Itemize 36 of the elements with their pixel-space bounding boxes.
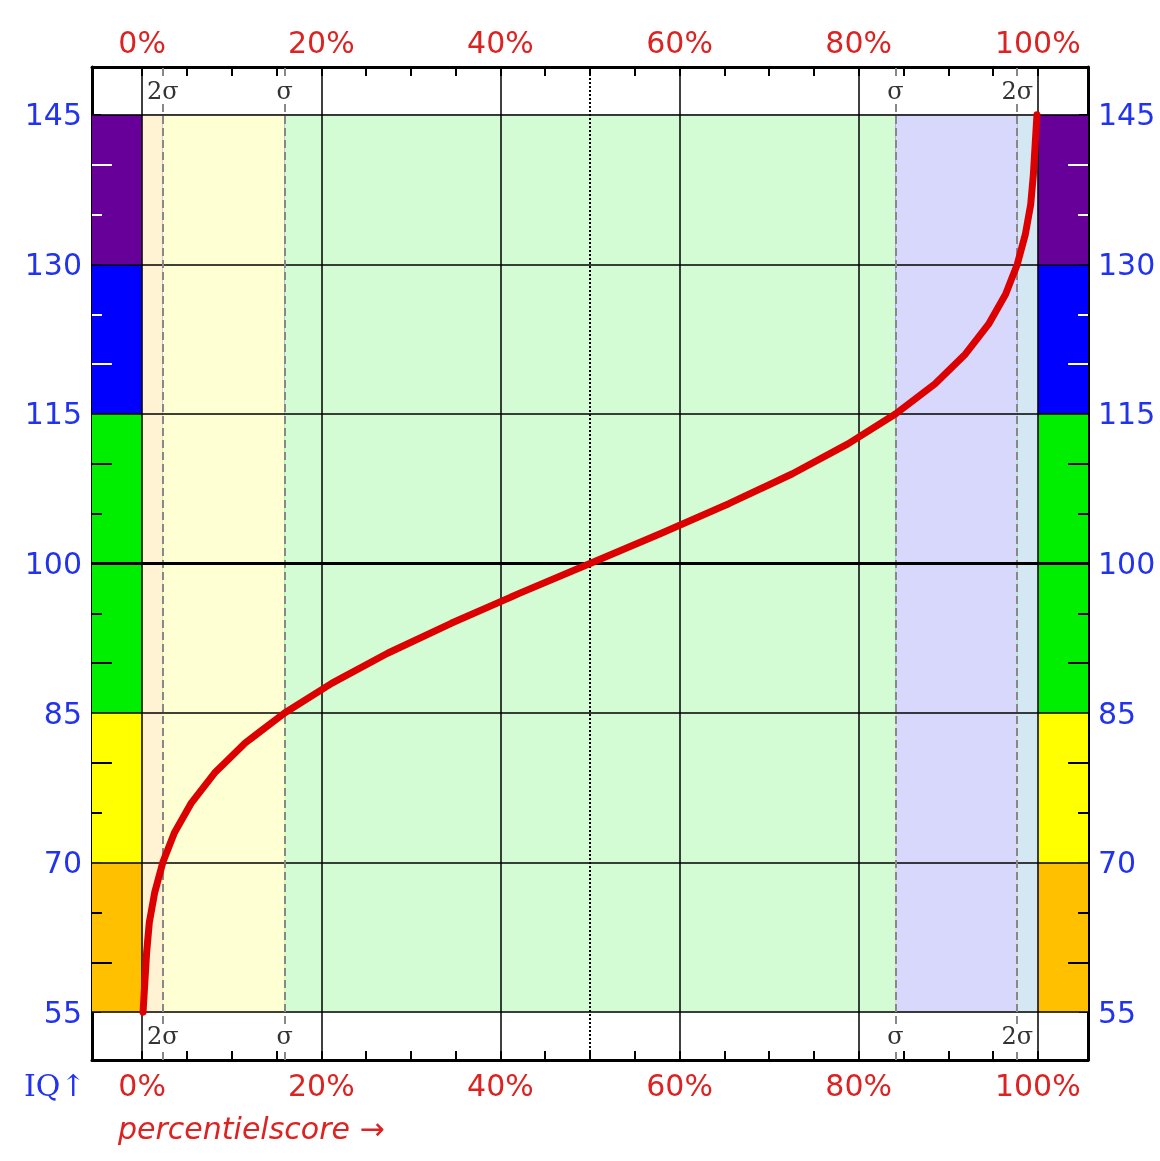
y-tick-label: 130 — [24, 246, 82, 282]
y-tick-label: 100 — [24, 546, 82, 581]
x2-tick-label: 0% — [118, 24, 166, 60]
x2-tick-label: 40% — [467, 24, 534, 60]
text: 2σ — [146, 76, 179, 105]
x-tick-label: 80% — [825, 1067, 893, 1103]
x-axis-title: percentielscore → — [117, 1110, 385, 1146]
y-tick-label: 70 — [43, 845, 82, 881]
y2-tick-label: 130 — [1098, 246, 1156, 282]
x2-tick-label: 20% — [287, 24, 355, 60]
y2-tick-label: 70 — [1098, 845, 1137, 881]
text: 2σ — [1001, 76, 1034, 105]
y2-tick-label: 145 — [1098, 97, 1156, 133]
y2-tick-label: 115 — [1098, 396, 1156, 432]
text: σ — [276, 76, 293, 105]
y2-tick-label: 55 — [1098, 994, 1137, 1030]
x-tick-label: 60% — [646, 1067, 713, 1103]
x2-tick-label: 100% — [994, 24, 1081, 60]
x2-tick-label: 80% — [825, 24, 893, 60]
y2-tick-label: 85 — [1098, 695, 1137, 731]
x-tick-label: 40% — [467, 1067, 534, 1103]
y-axis-title: IQ↑ — [24, 1067, 86, 1103]
y-tick-label: 145 — [24, 97, 82, 133]
y-tick-label: 115 — [24, 396, 82, 432]
y2-tick-label: 100 — [1098, 546, 1156, 581]
x-tick-label: 0% — [118, 1067, 166, 1103]
text: σ — [887, 76, 904, 105]
ref-line-label: 2σ — [146, 1022, 179, 1051]
x-tick-label: 20% — [287, 1067, 355, 1103]
y-tick-label: 85 — [43, 695, 82, 731]
ref-line-label: σ — [276, 1022, 293, 1051]
ref-line-label: σ — [887, 1022, 904, 1051]
ref-line-label: 2σ — [1001, 1022, 1034, 1051]
x-tick-label: 100% — [994, 1067, 1081, 1103]
x2-tick-label: 60% — [646, 24, 713, 60]
y-tick-label: 55 — [43, 994, 82, 1030]
